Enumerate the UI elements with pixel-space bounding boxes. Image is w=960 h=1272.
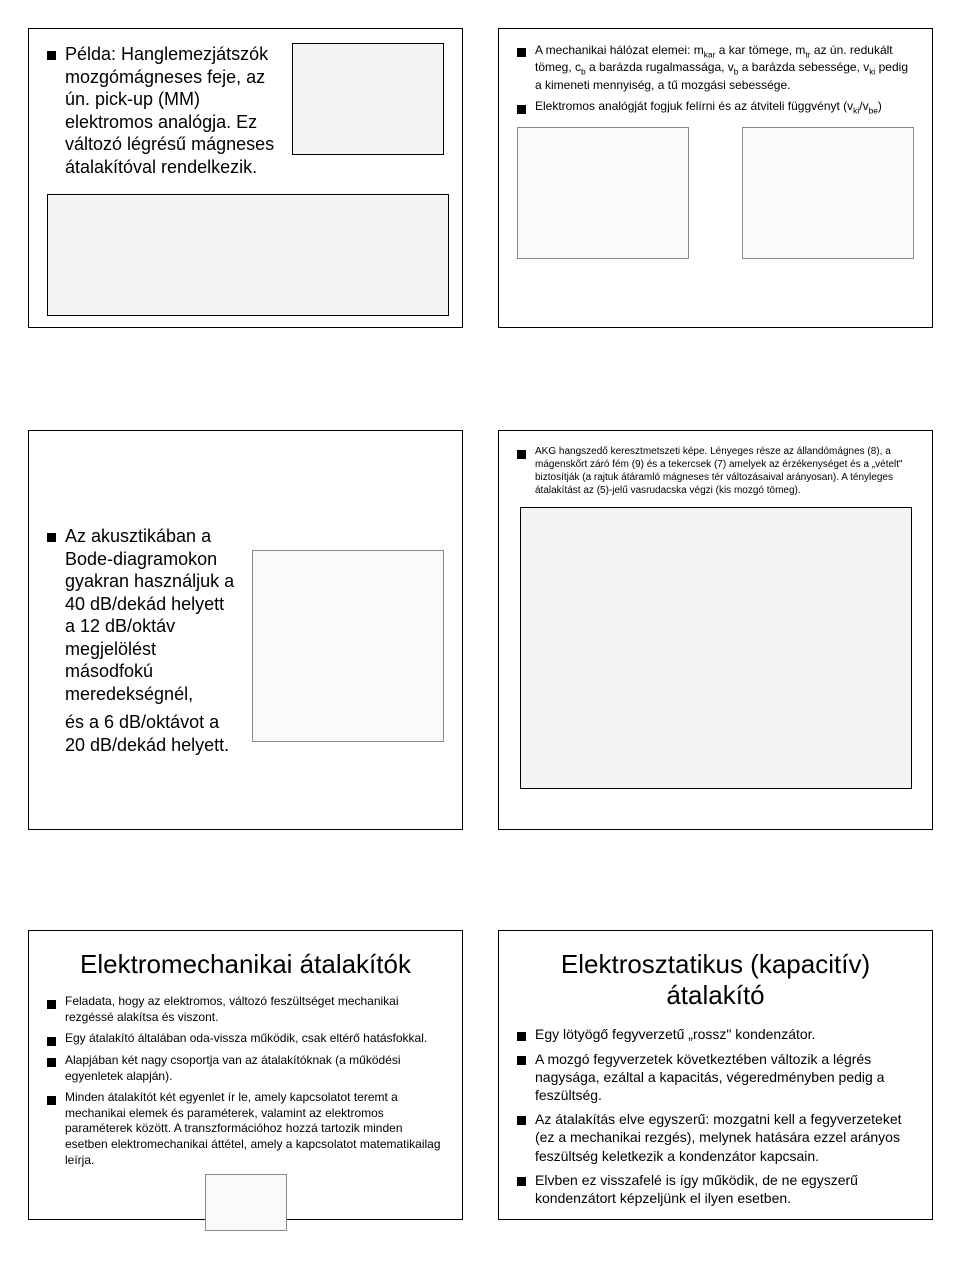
figure-akg-pickup-cross-section (520, 507, 912, 789)
slide2-list: A mechanikai hálózat elemei: mkar a kar … (517, 43, 914, 117)
slide3-list: Az akusztikában a Bode-diagramokon gyakr… (47, 525, 238, 705)
bullet-item: Feladata, hogy az elektromos, változó fe… (47, 994, 444, 1025)
figure-bode-diagram (252, 550, 444, 742)
bullet-item: Elektromos analógját fogjuk felírni és a… (517, 99, 914, 116)
bullet-item: AKG hangszedő keresztmetszeti képe. Lény… (517, 445, 914, 497)
slide4-list: AKG hangszedő keresztmetszeti képe. Lény… (517, 445, 914, 497)
slide1-list: Példa: Hanglemezjátszók mozgómágneses fe… (47, 43, 280, 184)
page: Példa: Hanglemezjátszók mozgómágneses fe… (0, 0, 960, 1272)
slide-3: Az akusztikában a Bode-diagramokon gyakr… (28, 430, 463, 830)
slide-1: Példa: Hanglemezjátszók mozgómágneses fe… (28, 28, 463, 328)
slide6-list: Egy lötyögő fegyverzetű „rossz" kondenzá… (517, 1025, 914, 1207)
bullet-item: A mechanikai hálózat elemei: mkar a kar … (517, 43, 914, 93)
figure-transformer-symbol (205, 1174, 287, 1231)
bullet-item: Egy lötyögő fegyverzetű „rossz" kondenzá… (517, 1025, 914, 1043)
bullet-item: Egy átalakító általában oda-vissza működ… (47, 1031, 444, 1047)
slide5-title: Elektromechanikai átalakítók (47, 949, 444, 980)
bullet-item: Minden átalakítót két egyenlet ír le, am… (47, 1090, 444, 1168)
figure-tonearm-cross-section (47, 194, 449, 316)
slide6-title: Elektrosztatikus (kapacitív) átalakító (517, 949, 914, 1011)
bullet-item: Az akusztikában a Bode-diagramokon gyakr… (47, 525, 238, 705)
figure-electrical-analog (742, 127, 914, 259)
bullet-item: Alapjában két nagy csoportja van az átal… (47, 1053, 444, 1084)
slide-6: Elektrosztatikus (kapacitív) átalakító E… (498, 930, 933, 1220)
slide-2: A mechanikai hálózat elemei: mkar a kar … (498, 28, 933, 328)
slide-5: Elektromechanikai átalakítók Feladata, h… (28, 930, 463, 1220)
slide5-list: Feladata, hogy az elektromos, változó fe… (47, 994, 444, 1168)
figure-mechanical-network (517, 127, 689, 259)
bullet-text: Elektromos analógját fogjuk felírni és a… (535, 99, 882, 113)
figure-tonearm-mechanism (292, 43, 444, 155)
bullet-text: A mechanikai hálózat elemei: mkar a kar … (535, 43, 908, 92)
bullet-item: Elvben ez visszafelé is így működik, de … (517, 1171, 914, 1207)
slide3-para2: és a 6 dB/oktávot a 20 dB/dekád helyett. (47, 711, 238, 756)
bullet-item: A mozgó fegyverzetek következtében válto… (517, 1050, 914, 1105)
slide-4: AKG hangszedő keresztmetszeti képe. Lény… (498, 430, 933, 830)
bullet-item: Példa: Hanglemezjátszók mozgómágneses fe… (47, 43, 280, 178)
bullet-item: Az átalakítás elve egyszerű: mozgatni ke… (517, 1110, 914, 1165)
